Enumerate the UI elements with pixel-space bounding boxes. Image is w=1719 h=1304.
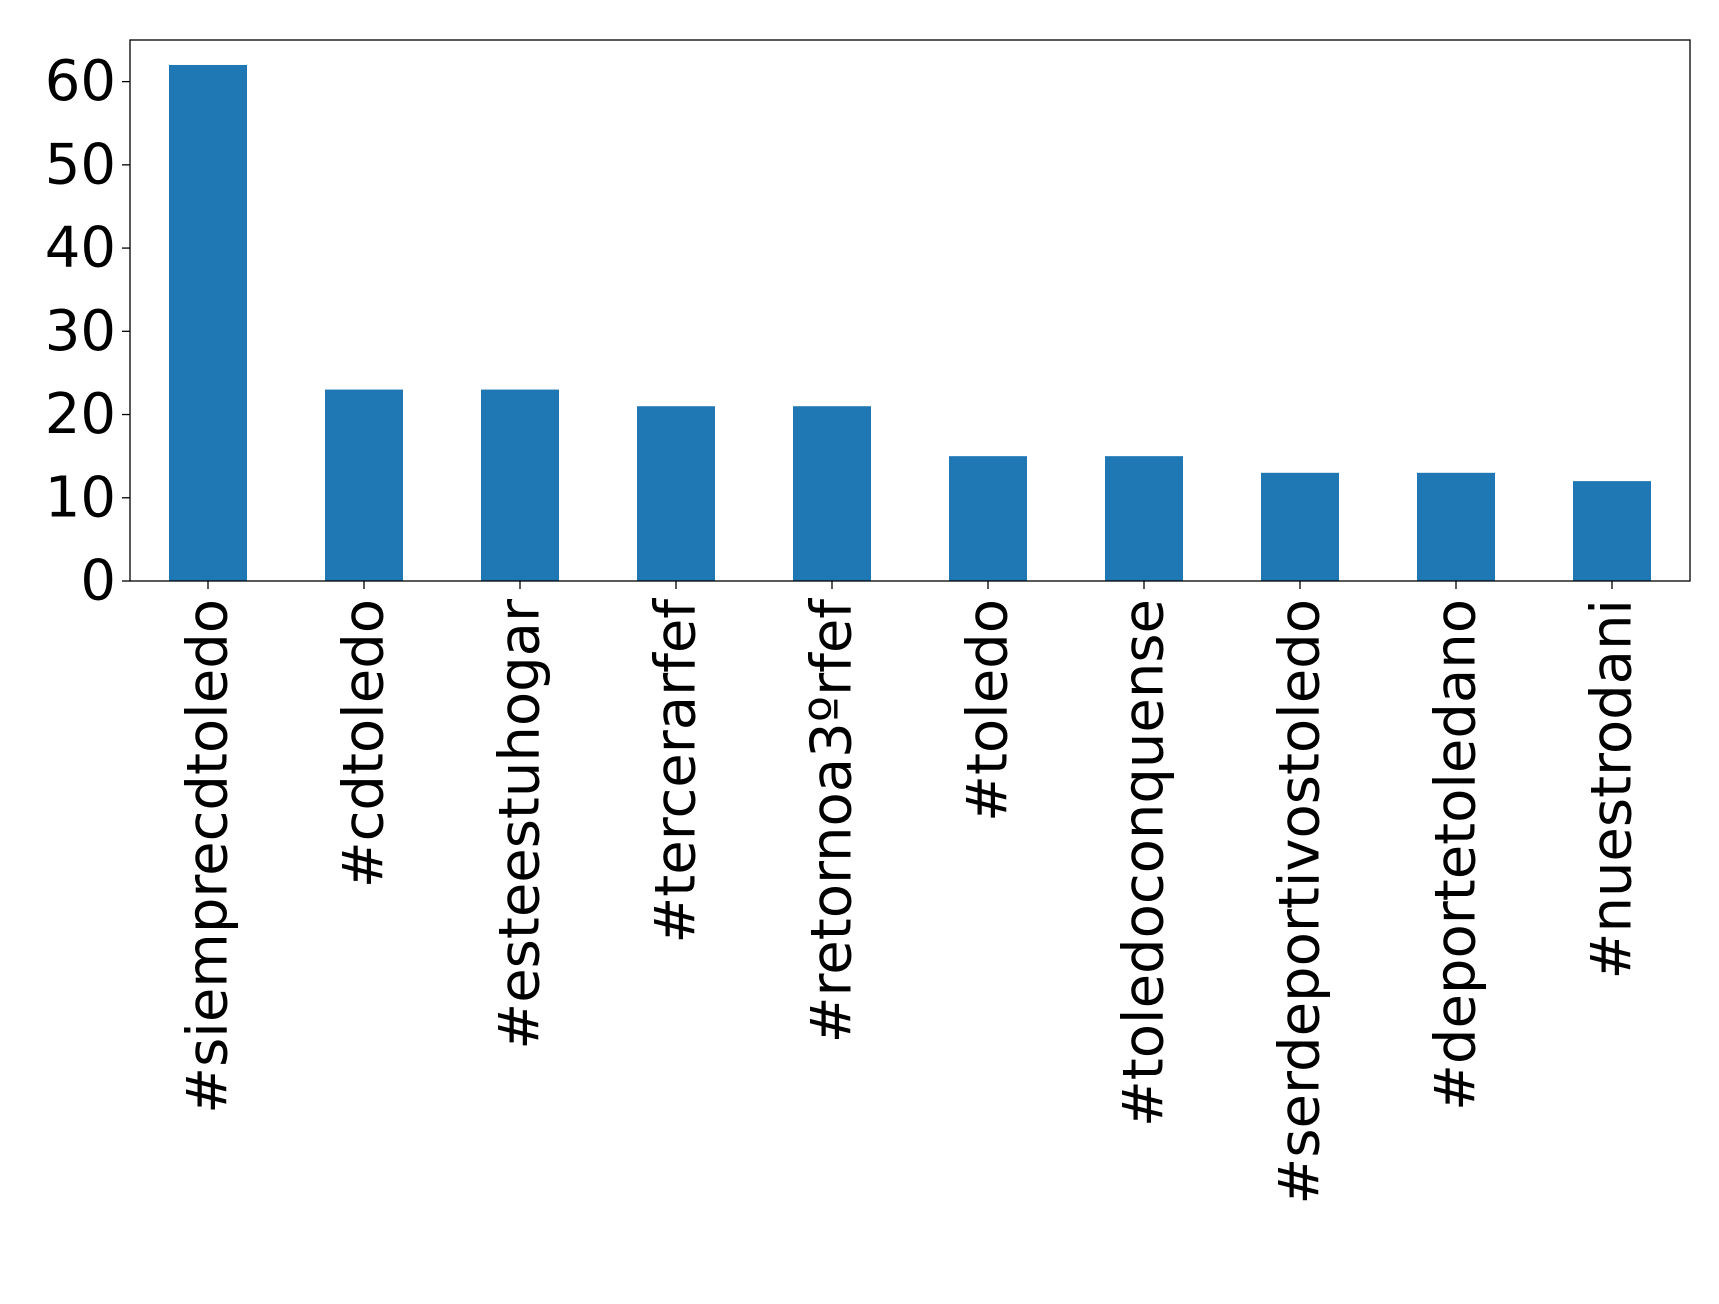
x-tick-label-2: #esteestuhogar — [488, 598, 553, 1050]
x-tick-label-9: #nuestrodani — [1580, 599, 1645, 979]
x-tick-label-3: #tercerarfef — [644, 598, 709, 944]
bar-6 — [1105, 456, 1183, 581]
bar-8 — [1417, 472, 1495, 581]
y-tick-label-5: 50 — [45, 132, 116, 197]
x-axis: #siemprecdtoledo #cdtoledo #esteestuhogar #… — [176, 581, 1645, 1205]
x-tick-label-0: #siemprecdtoledo — [176, 599, 241, 1114]
y-tick-label-1: 10 — [45, 465, 116, 530]
x-tick-label-5: #toledo — [956, 599, 1021, 822]
bar-0 — [169, 64, 247, 581]
x-tick-label-8: #deportetoledano — [1424, 599, 1489, 1111]
y-tick-label-2: 20 — [45, 382, 116, 447]
bars-group — [169, 64, 1651, 581]
bar-9 — [1573, 481, 1651, 581]
y-tick-label-3: 30 — [45, 299, 116, 364]
x-tick-label-7: #serdeportivostoledo — [1268, 599, 1333, 1205]
bar-5 — [949, 456, 1027, 581]
y-axis: 0 10 20 30 40 50 60 — [45, 49, 130, 614]
bar-4 — [793, 406, 871, 581]
bar-2 — [481, 389, 559, 581]
bar-7 — [1261, 472, 1339, 581]
bar-1 — [325, 389, 403, 581]
y-tick-label-0: 0 — [80, 549, 116, 614]
x-tick-label-4: #retornoa3ºrfef — [800, 598, 865, 1044]
y-tick-label-6: 60 — [45, 49, 116, 114]
bar-3 — [637, 406, 715, 581]
y-tick-label-4: 40 — [45, 216, 116, 281]
plot-frame — [129, 39, 1691, 582]
x-tick-label-1: #cdtoledo — [332, 599, 397, 888]
x-tick-label-6: #toledoconquense — [1112, 599, 1177, 1127]
